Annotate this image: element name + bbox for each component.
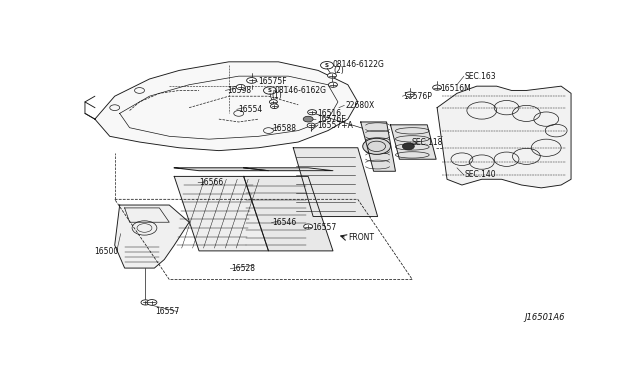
Polygon shape: [95, 62, 358, 151]
Circle shape: [328, 73, 337, 78]
Circle shape: [308, 110, 317, 115]
Text: 16575F: 16575F: [259, 77, 287, 86]
Text: SEC.118: SEC.118: [412, 138, 443, 147]
Text: (2): (2): [333, 66, 344, 75]
Circle shape: [236, 84, 245, 90]
Circle shape: [433, 85, 442, 90]
Circle shape: [304, 224, 312, 229]
Polygon shape: [174, 168, 269, 171]
Text: 16516M: 16516M: [440, 84, 471, 93]
Text: 08146-6122G: 08146-6122G: [333, 60, 385, 69]
Text: S: S: [325, 63, 329, 68]
Circle shape: [141, 300, 150, 305]
Polygon shape: [115, 205, 189, 268]
Circle shape: [147, 299, 157, 305]
Circle shape: [303, 116, 313, 122]
Text: 16516: 16516: [317, 109, 341, 118]
Text: 08146-6162G: 08146-6162G: [275, 86, 326, 95]
Text: 16557: 16557: [312, 223, 337, 232]
Polygon shape: [174, 176, 269, 251]
Text: 16566: 16566: [199, 178, 223, 187]
Circle shape: [405, 92, 414, 97]
Text: 16588: 16588: [273, 124, 296, 133]
Circle shape: [307, 123, 315, 128]
Circle shape: [271, 104, 278, 109]
Text: (1): (1): [271, 91, 282, 100]
Text: 16557+A: 16557+A: [317, 122, 353, 131]
Polygon shape: [293, 148, 378, 217]
Text: 16546: 16546: [273, 218, 297, 227]
Circle shape: [403, 143, 414, 150]
Circle shape: [246, 78, 257, 83]
Text: 16554: 16554: [237, 105, 262, 114]
Polygon shape: [390, 125, 436, 159]
Polygon shape: [244, 168, 333, 171]
Polygon shape: [437, 86, 571, 188]
Text: 16576P: 16576P: [403, 92, 432, 101]
Circle shape: [328, 82, 337, 87]
Text: 16528: 16528: [231, 264, 255, 273]
Text: 22680X: 22680X: [346, 101, 374, 110]
Text: SEC.163: SEC.163: [465, 72, 497, 81]
Text: 16576E: 16576E: [317, 115, 346, 124]
Text: 16557: 16557: [156, 307, 180, 316]
Text: FRONT: FRONT: [348, 232, 374, 242]
Circle shape: [363, 138, 390, 154]
Text: SEC.140: SEC.140: [465, 170, 497, 179]
Polygon shape: [244, 176, 333, 251]
Circle shape: [269, 100, 277, 104]
Text: 16500: 16500: [94, 247, 118, 256]
Text: 16598: 16598: [227, 86, 251, 95]
Text: J16501A6: J16501A6: [525, 314, 565, 323]
Polygon shape: [361, 122, 396, 171]
Text: S: S: [268, 88, 272, 93]
